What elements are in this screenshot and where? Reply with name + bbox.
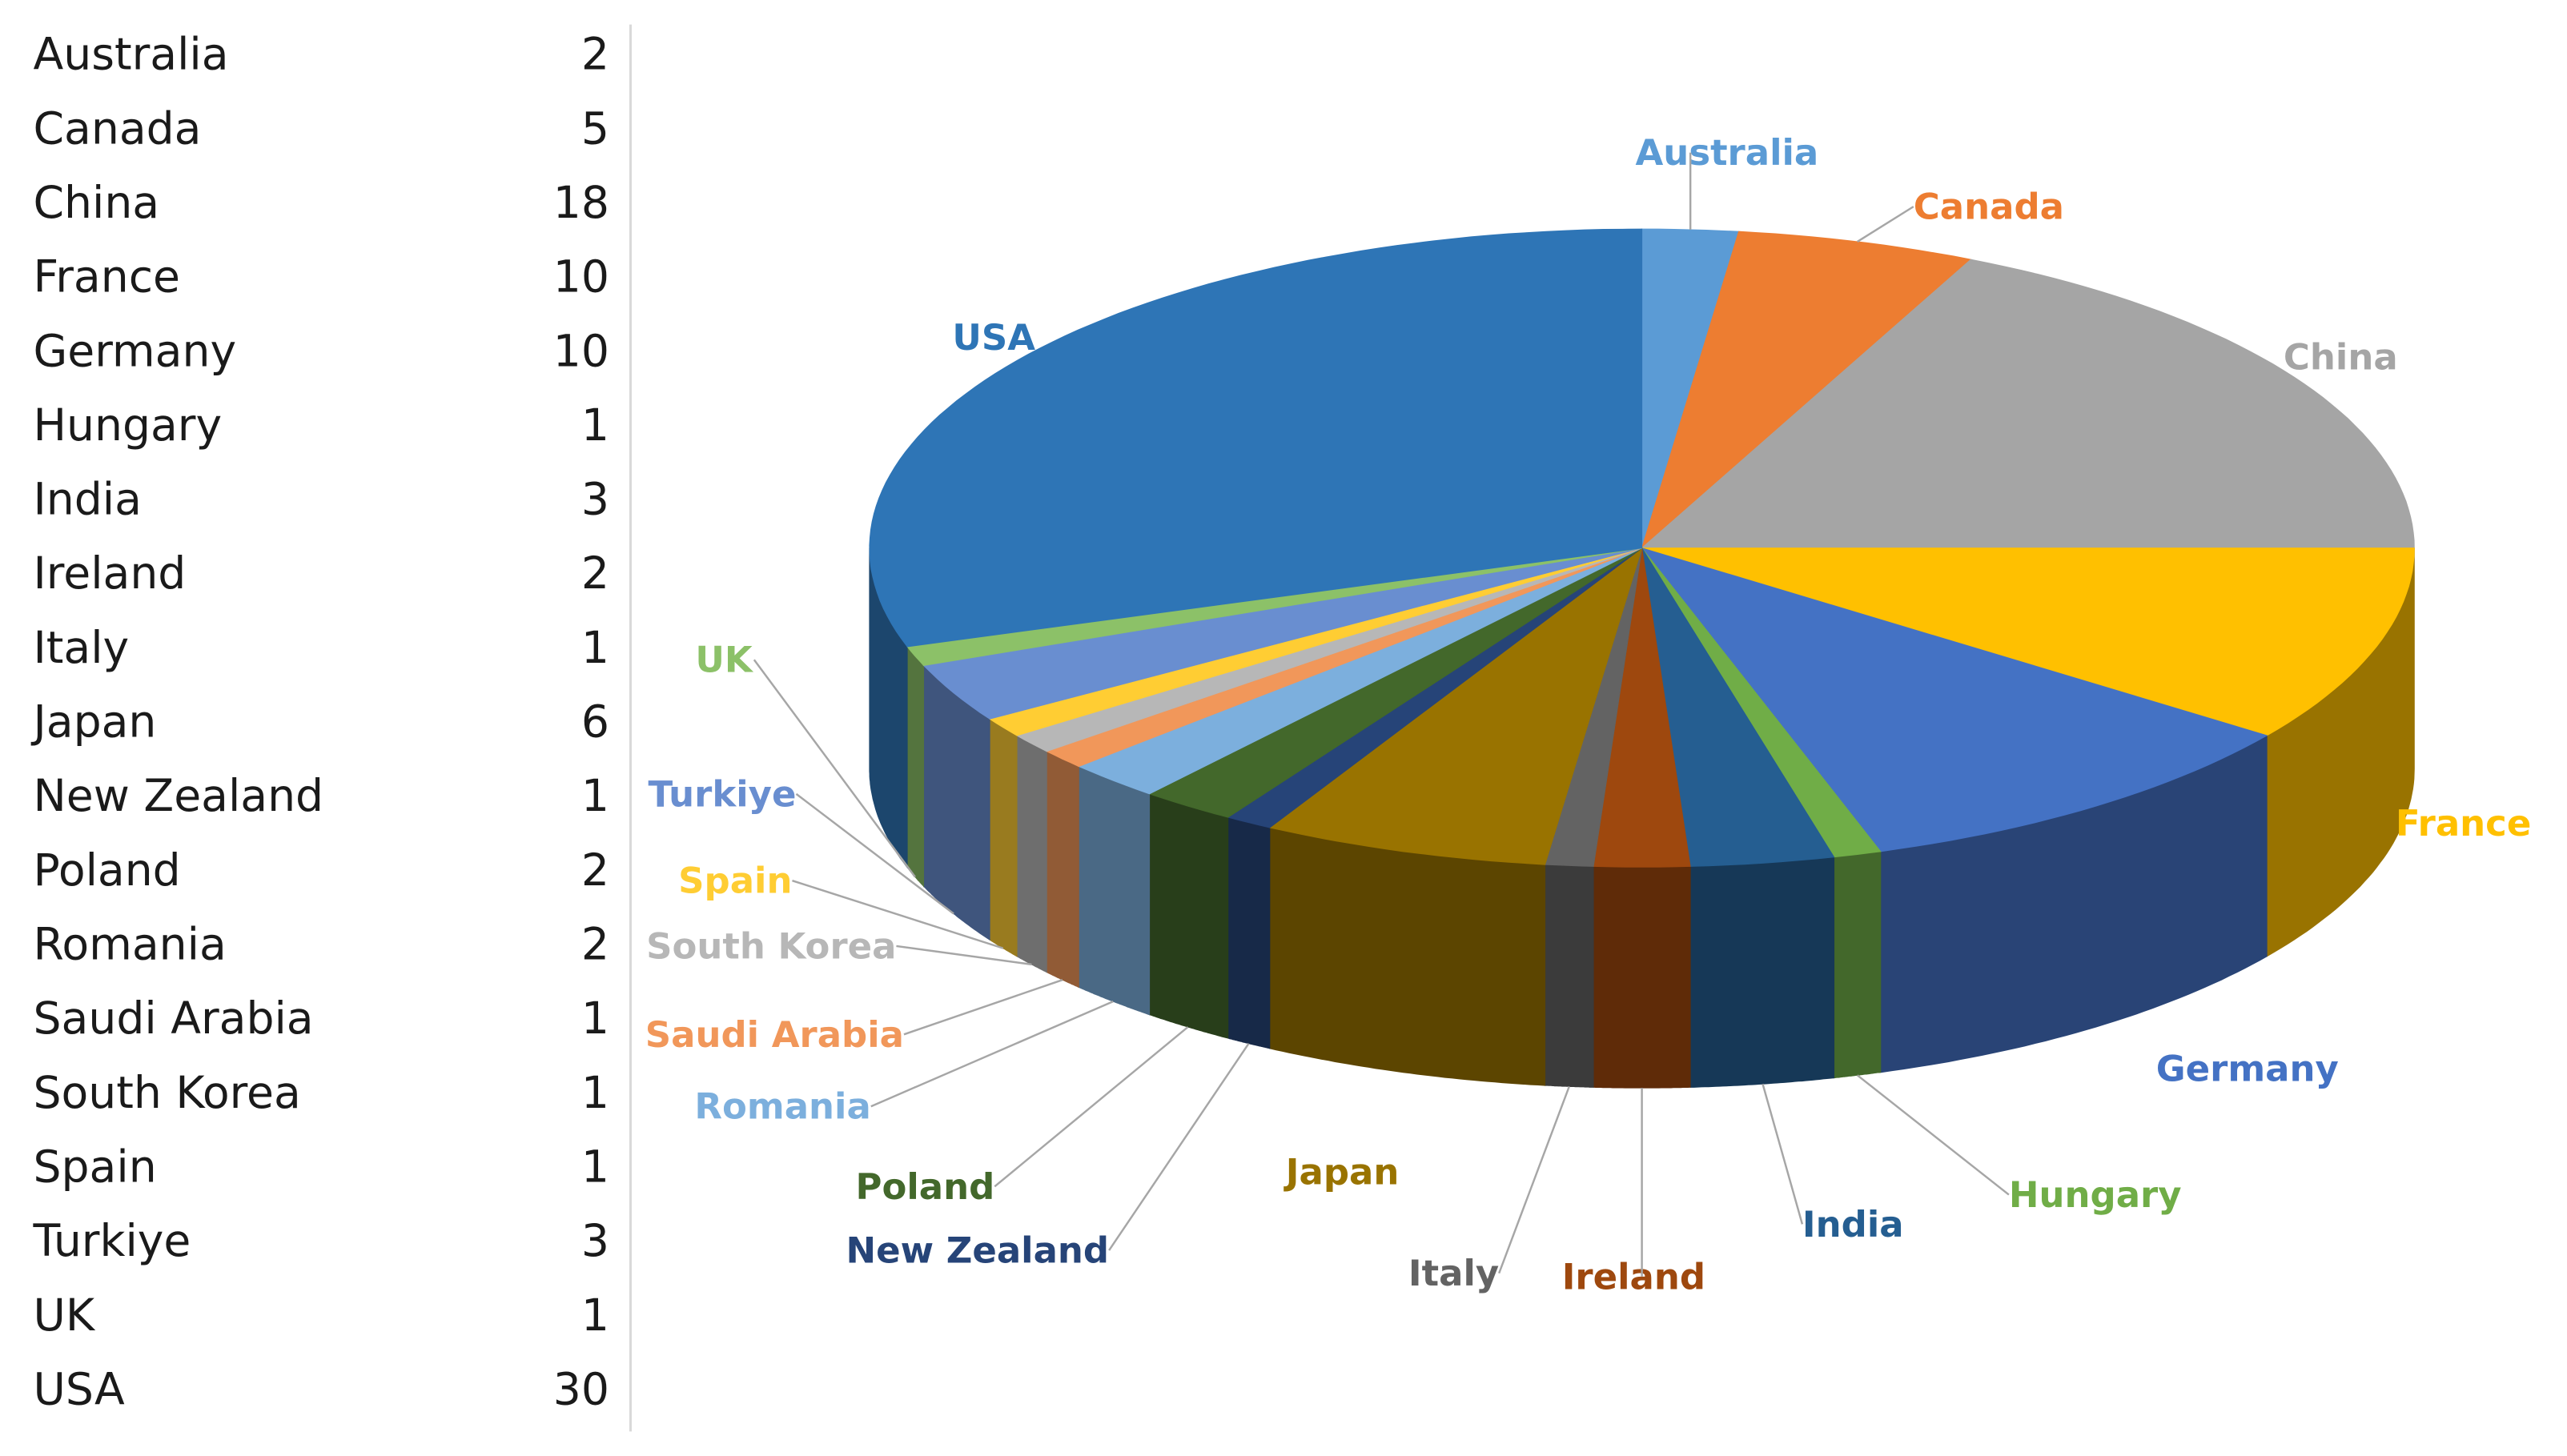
table-count: 18 (553, 178, 609, 229)
table-country: Saudi Arabia (34, 993, 314, 1045)
table-country: South Korea (34, 1068, 301, 1119)
pie-slice-side (1078, 765, 1151, 1016)
slice-label: Poland (856, 1165, 995, 1208)
table-country: China (34, 178, 160, 229)
table-count: 1 (581, 1068, 609, 1119)
table-country: Romania (34, 919, 227, 970)
table-country: India (34, 475, 142, 526)
slice-label: Italy (1408, 1252, 1499, 1294)
leader-line (903, 978, 1063, 1036)
slice-label: USA (952, 316, 1035, 359)
table-count: 3 (581, 475, 609, 526)
leader-line (792, 879, 1004, 949)
table-country: Australia (34, 30, 229, 81)
table-country: Canada (34, 103, 202, 154)
table-count: 1 (581, 400, 609, 451)
table-country: Spain (34, 1141, 157, 1193)
pie-slice-side (906, 645, 925, 888)
pie-slice (869, 228, 1643, 648)
pie-slice-side (1689, 856, 1835, 1088)
pie-slice-side (1016, 734, 1047, 973)
leader-line (1856, 1074, 2010, 1196)
slice-label: Romania (694, 1085, 870, 1128)
table-count: 5 (581, 103, 609, 154)
table-count: 1 (581, 1141, 609, 1193)
table-country: Japan (31, 697, 157, 748)
pie-slice (1593, 548, 1691, 868)
table-country: UK (34, 1290, 96, 1342)
slice-label: New Zealand (846, 1229, 1109, 1272)
pie-slice-side (1593, 865, 1691, 1089)
table-count: 1 (581, 993, 609, 1045)
table-country: Ireland (34, 548, 187, 600)
leader-line (1857, 206, 1914, 243)
table-count: 6 (581, 697, 609, 748)
table-count: 30 (553, 1364, 609, 1415)
leader-line (870, 1000, 1114, 1108)
table-count: 2 (581, 548, 609, 600)
pie-slice (1641, 259, 2415, 549)
pie-slice-side (1046, 750, 1079, 989)
table-count: 2 (581, 845, 609, 896)
leader-line (896, 945, 1032, 966)
slice-label: South Korea (646, 925, 896, 967)
slice-label: Turkiye (648, 772, 796, 815)
table-count: 10 (553, 326, 609, 377)
slice-label: India (1802, 1203, 1904, 1245)
table-count: 2 (581, 30, 609, 81)
slice-label: Spain (678, 860, 792, 902)
pie-slice-side (1269, 827, 1546, 1086)
pie-slice (1148, 548, 1642, 818)
slice-label: Hungary (2009, 1173, 2182, 1216)
leader-line (795, 792, 954, 915)
pie-slice-side (989, 718, 1018, 957)
table-country: Poland (34, 845, 181, 896)
table-count: 1 (581, 771, 609, 822)
table-country: Hungary (34, 400, 223, 451)
slice-label: Germany (2156, 1048, 2339, 1090)
slice-label: Canada (1914, 186, 2064, 228)
leader-line (1498, 1085, 1570, 1274)
pie-slice-side (1545, 864, 1594, 1088)
leader-line (994, 1026, 1189, 1188)
table-count: 10 (553, 252, 609, 303)
table-count: 1 (581, 623, 609, 674)
pie-slice-side (1227, 816, 1271, 1049)
table-count: 1 (581, 1290, 609, 1342)
table-count: 2 (581, 919, 609, 970)
slice-label: Japan (1284, 1150, 1400, 1193)
pie-slice-side (1149, 793, 1229, 1039)
pie-slice (1641, 548, 1835, 867)
leader-line (753, 659, 916, 878)
slice-label: UK (695, 639, 754, 681)
pie-slice (1077, 548, 1642, 795)
pie-slice (1641, 547, 2268, 852)
table-country: Germany (34, 326, 237, 377)
slice-label: China (2284, 336, 2398, 379)
leader-line (1108, 1042, 1250, 1251)
table-country: New Zealand (34, 771, 324, 822)
pie-slice (922, 548, 1642, 720)
pie-slice (1641, 548, 2415, 736)
table-country: Turkiye (33, 1216, 191, 1267)
slice-label: Saudi Arabia (645, 1013, 904, 1056)
slice-label: Ireland (1562, 1255, 1705, 1298)
pie-slice-side (1834, 851, 1882, 1079)
table-country: Italy (34, 623, 130, 674)
table-country: France (34, 252, 180, 303)
leader-line (1762, 1083, 1804, 1225)
pie-top (869, 228, 2415, 868)
table-country: USA (34, 1364, 125, 1415)
slice-label: France (2396, 802, 2531, 844)
pie-sides (869, 548, 2415, 1089)
slice-label: Australia (1636, 131, 1819, 174)
table-count: 3 (581, 1216, 609, 1267)
pie-slice (1268, 547, 1643, 865)
